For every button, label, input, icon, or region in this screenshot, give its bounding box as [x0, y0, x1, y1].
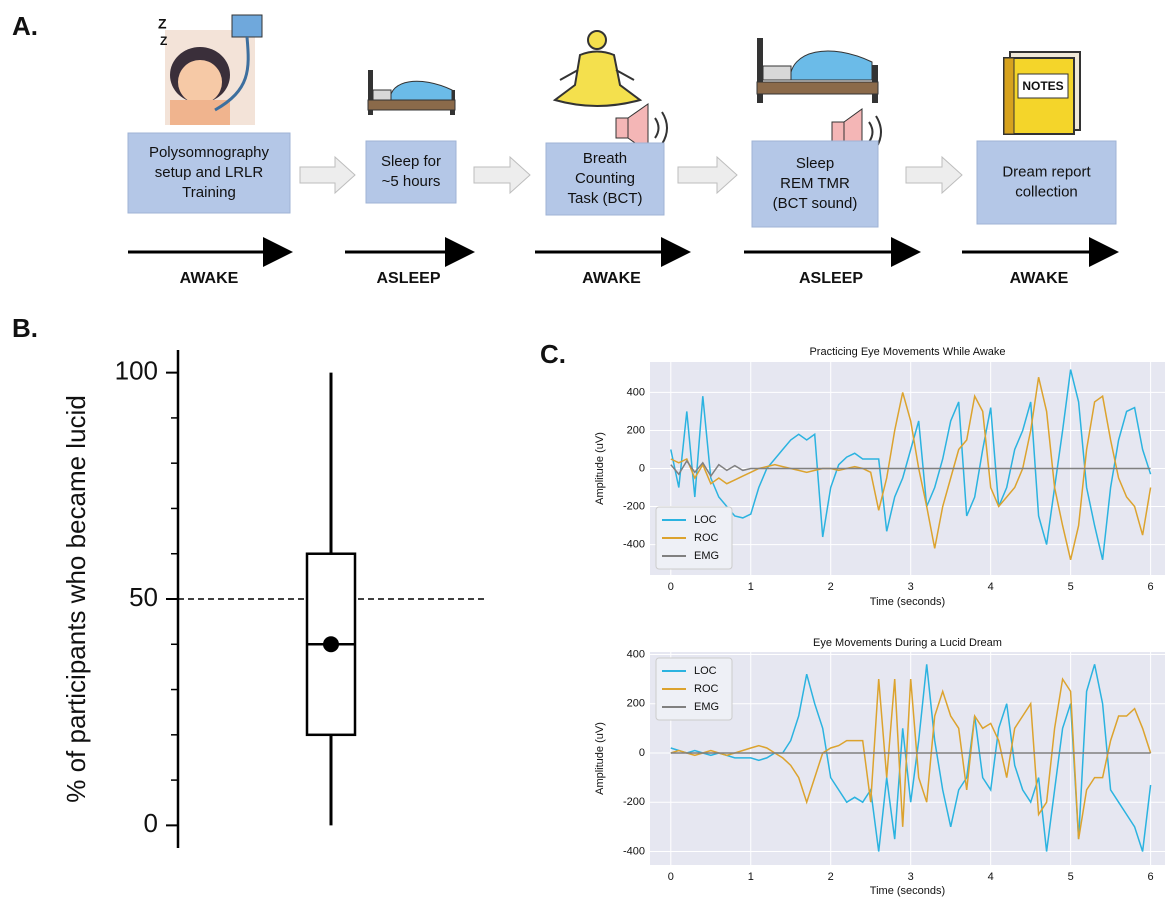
x-tick-label: 0 [668, 581, 674, 593]
chart-title: Eye Movements During a Lucid Dream [813, 637, 1002, 649]
y-tick-label: 200 [627, 424, 645, 436]
step-label: (BCT sound) [773, 195, 858, 212]
svg-text:Z: Z [160, 34, 167, 48]
state-label: ASLEEP [376, 270, 440, 287]
state-label: AWAKE [180, 270, 239, 287]
step-label: ~5 hours [382, 173, 441, 190]
x-tick-label: 6 [1148, 581, 1154, 593]
y-tick-label: 200 [627, 698, 645, 710]
y-tick-label: 0 [144, 808, 158, 838]
step-label: Counting [575, 170, 635, 187]
legend-label: EMG [694, 550, 719, 562]
svg-text:Z: Z [158, 16, 167, 32]
step-label: REM TMR [780, 175, 850, 192]
x-tick-label: 0 [668, 871, 674, 883]
step-label: Task (BCT) [568, 190, 643, 207]
chart-title: Practicing Eye Movements While Awake [809, 346, 1005, 358]
x-tick-label: 1 [748, 581, 754, 593]
y-tick-label: 100 [115, 356, 158, 386]
legend-label: LOC [694, 514, 717, 526]
x-tick-label: 4 [988, 871, 994, 883]
legend-label: ROC [694, 532, 719, 544]
step-label: Breath [583, 150, 627, 167]
step-label: Training [182, 184, 236, 201]
panel-label: C. [540, 339, 566, 369]
polysomnography-icon: Z Z [158, 15, 262, 125]
state-label: AWAKE [1010, 270, 1069, 287]
y-tick-label: 0 [639, 747, 645, 759]
step-label: Dream report [1002, 163, 1091, 180]
x-tick-label: 1 [748, 871, 754, 883]
step-label: setup and LRLR [155, 164, 264, 181]
state-label: AWAKE [582, 270, 641, 287]
legend-label: ROC [694, 683, 719, 695]
step-label: Polysomnography [149, 144, 270, 161]
x-tick-label: 3 [908, 581, 914, 593]
panel-label: B. [12, 313, 38, 343]
y-axis-label: Amplitude (uV) [594, 432, 606, 505]
y-tick-label: -200 [623, 796, 645, 808]
y-axis-label: Amplitude (uV) [594, 722, 606, 795]
y-tick-label: 0 [639, 462, 645, 474]
step-label: Sleep for [381, 153, 441, 170]
state-label: ASLEEP [799, 270, 863, 287]
bed-icon [757, 38, 878, 103]
x-tick-label: 6 [1148, 871, 1154, 883]
notes-label: NOTES [1022, 79, 1063, 93]
y-tick-label: 400 [627, 386, 645, 398]
y-axis-label: % of participants who became lucid [61, 395, 91, 803]
notes-icon: NOTES [1004, 52, 1080, 134]
legend-label: LOC [694, 665, 717, 677]
step-label: Sleep [796, 155, 834, 172]
x-tick-label: 4 [988, 581, 994, 593]
x-tick-label: 2 [828, 871, 834, 883]
figure: Z Z NOTES A.B.C.Polysomnographysetu [0, 0, 1169, 900]
x-tick-label: 5 [1068, 581, 1074, 593]
y-tick-label: -400 [623, 538, 645, 550]
y-tick-label: 400 [627, 648, 645, 660]
y-tick-label: -400 [623, 845, 645, 857]
y-tick-label: -200 [623, 500, 645, 512]
x-tick-label: 5 [1068, 871, 1074, 883]
y-tick-label: 50 [129, 582, 158, 612]
panel-label: A. [12, 11, 38, 41]
x-tick-label: 3 [908, 871, 914, 883]
mean-dot [323, 636, 339, 652]
x-axis-label: Time (seconds) [870, 596, 945, 608]
step-label: collection [1015, 183, 1078, 200]
legend-label: EMG [694, 701, 719, 713]
x-axis-label: Time (seconds) [870, 885, 945, 897]
meditation-icon [555, 31, 640, 106]
bed-icon [368, 70, 455, 115]
x-tick-label: 2 [828, 581, 834, 593]
